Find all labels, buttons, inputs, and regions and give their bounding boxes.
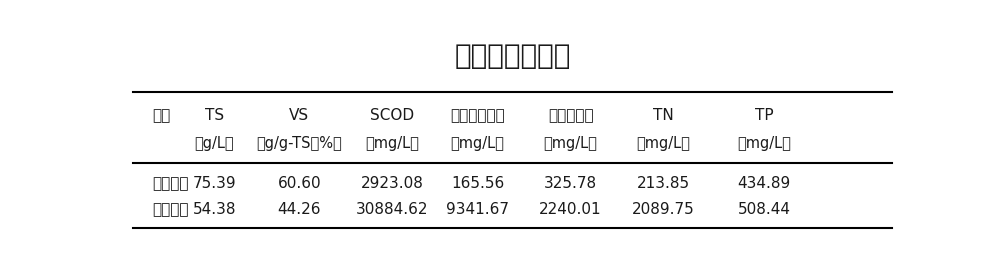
Text: （mg/L）: （mg/L）	[544, 136, 598, 151]
Text: TN: TN	[653, 108, 674, 123]
Text: （g/L）: （g/L）	[194, 136, 234, 151]
Text: 预处理前: 预处理前	[152, 176, 189, 191]
Text: 预处理后: 预处理后	[152, 202, 189, 217]
Text: 30884.62: 30884.62	[356, 202, 429, 217]
Text: （mg/L）: （mg/L）	[737, 136, 791, 151]
Text: 434.89: 434.89	[738, 176, 791, 191]
Text: （mg/L）: （mg/L）	[451, 136, 505, 151]
Text: 54.38: 54.38	[192, 202, 236, 217]
Text: 热碱预处理效果: 热碱预处理效果	[454, 42, 571, 70]
Text: 2089.75: 2089.75	[632, 202, 695, 217]
Text: 165.56: 165.56	[451, 176, 504, 191]
Text: 溶解性蛋白质: 溶解性蛋白质	[450, 108, 505, 123]
Text: 溶解性多糖: 溶解性多糖	[548, 108, 593, 123]
Text: 9341.67: 9341.67	[446, 202, 509, 217]
Text: 2923.08: 2923.08	[361, 176, 424, 191]
Text: VS: VS	[289, 108, 309, 123]
Text: 2240.01: 2240.01	[539, 202, 602, 217]
Text: SCOD: SCOD	[370, 108, 414, 123]
Text: 325.78: 325.78	[544, 176, 597, 191]
Text: 213.85: 213.85	[637, 176, 690, 191]
Text: （g/g-TS，%）: （g/g-TS，%）	[256, 136, 342, 151]
Text: 75.39: 75.39	[192, 176, 236, 191]
Text: 60.60: 60.60	[278, 176, 321, 191]
Text: TP: TP	[755, 108, 774, 123]
Text: （mg/L）: （mg/L）	[637, 136, 691, 151]
Text: 指标: 指标	[152, 108, 170, 123]
Text: 508.44: 508.44	[738, 202, 791, 217]
Text: （mg/L）: （mg/L）	[365, 136, 419, 151]
Text: 44.26: 44.26	[278, 202, 321, 217]
Text: TS: TS	[205, 108, 224, 123]
